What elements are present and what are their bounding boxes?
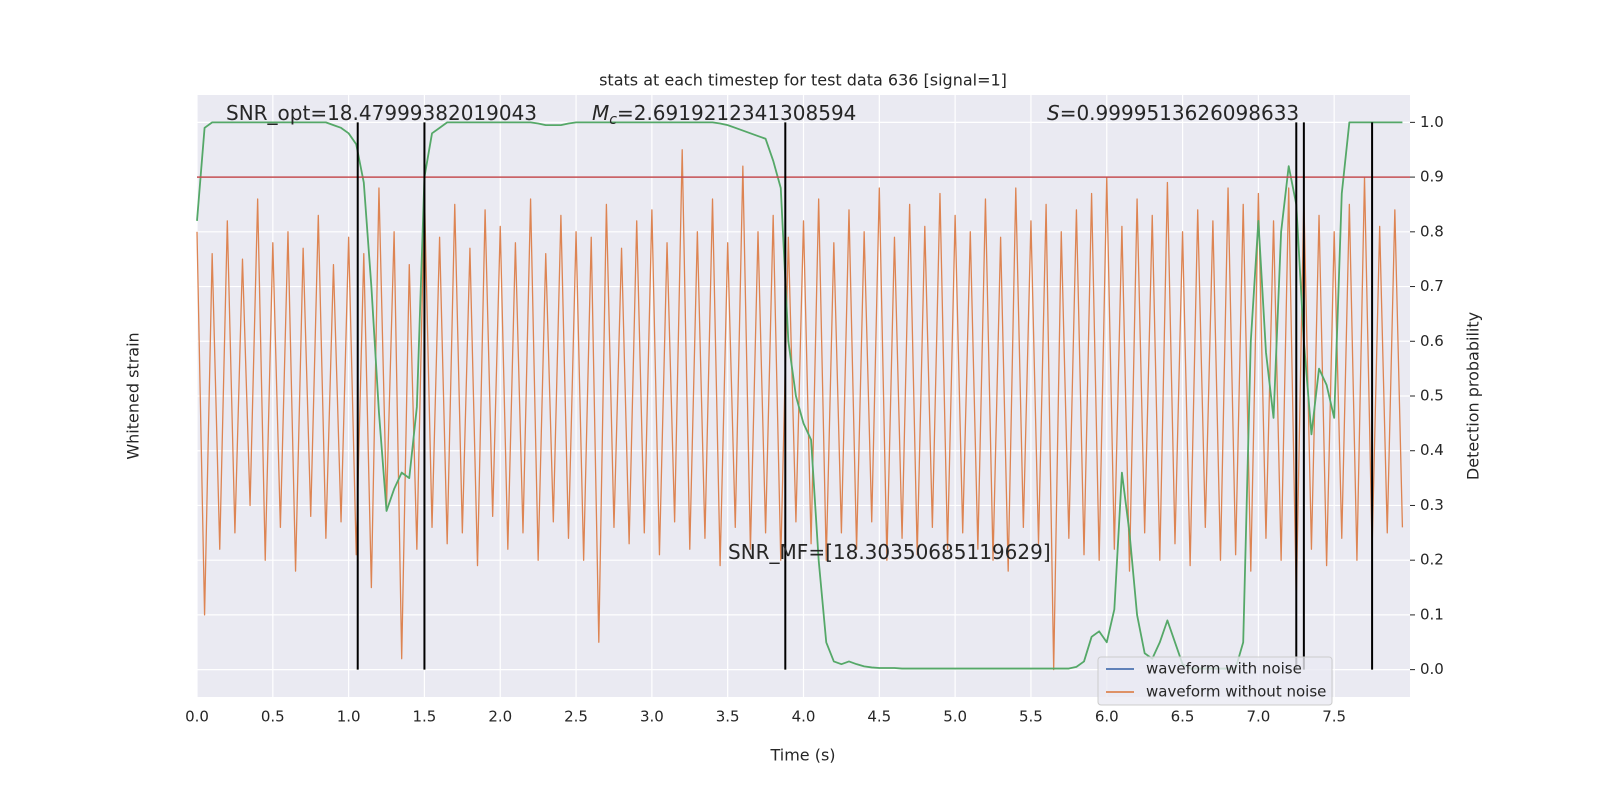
- y2-tick-label: 0.9: [1420, 168, 1444, 186]
- x-tick-label: 2.5: [564, 708, 588, 726]
- y2-tick-label: 0.2: [1420, 551, 1444, 569]
- annotation-text: =2.6919212341308594: [617, 101, 856, 125]
- x-tick-label: 1.0: [337, 708, 361, 726]
- series-line: [196, 149, 1404, 671]
- x-tick-label: 3.5: [716, 708, 740, 726]
- annotation: S=0.9999513626098633: [1047, 101, 1299, 125]
- x-tick-label: 7.0: [1246, 708, 1270, 726]
- x-tick-label: 2.0: [488, 708, 512, 726]
- x-tick-label: 3.0: [640, 708, 664, 726]
- x-tick-label: 0.5: [261, 708, 285, 726]
- x-tick-label: 0.0: [185, 708, 209, 726]
- annotation-symbol: S: [1047, 101, 1060, 125]
- y-axis-label: Whitened strain: [124, 332, 143, 459]
- marks: [196, 121, 1410, 671]
- legend: waveform with noise waveform without nois…: [1097, 656, 1333, 706]
- y2-axis-label: Detection probability: [1464, 312, 1483, 480]
- annotation-text: SNR_MF=[18.30350685119629]: [728, 540, 1051, 564]
- x-tick-label: 1.5: [413, 708, 437, 726]
- y2-tick-label: 0.0: [1420, 660, 1444, 678]
- y2-tick-label: 0.5: [1420, 387, 1444, 405]
- annotation-text: =0.9999513626098633: [1060, 101, 1299, 125]
- legend-label: waveform without noise: [1146, 683, 1326, 701]
- legend-label: waveform with noise: [1146, 660, 1302, 678]
- x-tick-label: 5.0: [943, 708, 967, 726]
- annotation-symbol: M: [592, 101, 609, 125]
- y2-tick-label: 0.3: [1420, 496, 1444, 514]
- x-tick-label: 6.0: [1095, 708, 1119, 726]
- annotation-text: SNR_opt=18.47999382019043: [226, 101, 537, 125]
- y2-tick-label: 0.6: [1420, 332, 1444, 350]
- legend-box: [1097, 656, 1333, 706]
- x-axis-label: Time (s): [769, 746, 835, 765]
- y2-tick-label: 0.4: [1420, 441, 1444, 459]
- y2-tick-label: 1.0: [1420, 113, 1444, 131]
- y2-tick-label: 0.8: [1420, 222, 1444, 240]
- chart-title: stats at each timestep for test data 636…: [599, 71, 1007, 90]
- x-tick-label: 6.5: [1171, 708, 1195, 726]
- annotation: SNR_opt=18.47999382019043: [226, 101, 537, 125]
- x-tick-label: 7.5: [1322, 708, 1346, 726]
- x-tick-label: 5.5: [1019, 708, 1043, 726]
- y2-tick-label: 0.1: [1420, 605, 1444, 623]
- x-tick-label: 4.5: [867, 708, 891, 726]
- x-tick-label: 4.0: [792, 708, 816, 726]
- annotation: Mc=2.6919212341308594: [592, 101, 856, 129]
- annotation-subscript: c: [609, 112, 617, 128]
- annotation: SNR_MF=[18.30350685119629]: [728, 540, 1051, 564]
- y2-tick-label: 0.7: [1420, 277, 1444, 295]
